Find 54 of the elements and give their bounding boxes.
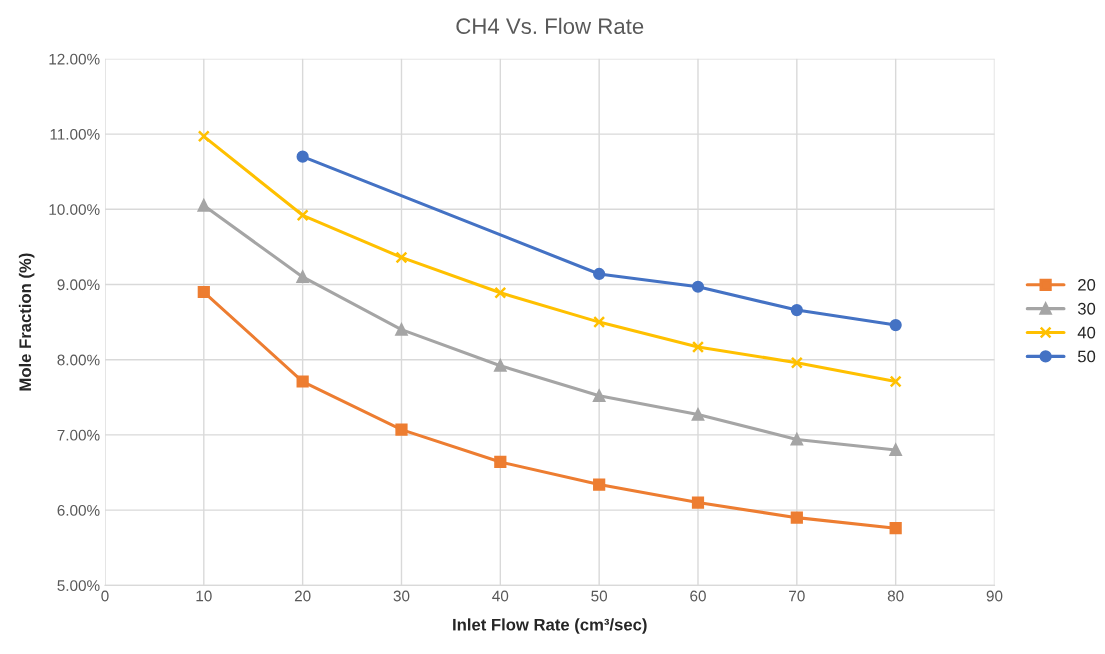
point xyxy=(197,130,210,143)
y-tick-label: 10.00% xyxy=(49,204,100,215)
point xyxy=(691,408,705,421)
point xyxy=(593,478,606,491)
point xyxy=(790,303,803,317)
y-tick-label: 11.00% xyxy=(50,128,100,140)
x-tick-label: 90 xyxy=(986,590,1003,602)
legend-label: 30 xyxy=(1077,302,1096,315)
y-tick-label: 6.00% xyxy=(57,504,100,516)
legend-label: 20 xyxy=(1078,278,1096,291)
point xyxy=(691,340,705,354)
point xyxy=(889,443,902,457)
point xyxy=(197,285,210,299)
point xyxy=(395,423,408,436)
legend-label: 50 xyxy=(1077,350,1096,363)
y-tick-label: 7.00% xyxy=(57,429,100,441)
y-tick-label: 8.00% xyxy=(57,354,100,366)
x-tick-label: 10 xyxy=(196,590,212,602)
point xyxy=(296,150,309,163)
y-tick-label: 5.00% xyxy=(57,580,100,592)
point xyxy=(296,209,309,222)
point xyxy=(494,359,507,372)
point xyxy=(593,267,606,281)
point xyxy=(395,323,408,336)
point xyxy=(889,522,902,535)
x-tick-label: 80 xyxy=(887,590,904,602)
point xyxy=(494,455,507,469)
point xyxy=(790,511,803,524)
point xyxy=(197,199,210,212)
point xyxy=(889,318,902,332)
y-axis-title: Mole Fraction (%) xyxy=(18,253,35,391)
point xyxy=(296,270,309,284)
x-tick-label: 60 xyxy=(690,590,706,602)
x-axis-title: Inlet Flow Rate (cm³/sec) xyxy=(453,618,647,634)
point xyxy=(691,280,705,293)
point xyxy=(395,251,408,264)
point xyxy=(691,496,705,509)
chart-title: CH4 Vs. Flow Rate xyxy=(456,17,644,35)
point xyxy=(296,375,309,388)
point xyxy=(494,286,507,299)
point xyxy=(790,433,803,446)
point xyxy=(790,356,803,369)
x-tick-label: 40 xyxy=(492,590,509,602)
x-tick-label: 70 xyxy=(789,590,805,602)
x-tick-label: 0 xyxy=(101,590,109,602)
y-tick-label: 12.00% xyxy=(49,53,100,65)
x-tick-label: 30 xyxy=(393,590,410,602)
point xyxy=(593,315,606,329)
x-tick-label: 20 xyxy=(294,590,311,602)
legend-label: 40 xyxy=(1077,326,1096,339)
point xyxy=(889,375,902,388)
x-tick-label: 50 xyxy=(591,590,608,602)
point xyxy=(593,389,606,402)
y-tick-label: 9.00% xyxy=(57,279,100,291)
